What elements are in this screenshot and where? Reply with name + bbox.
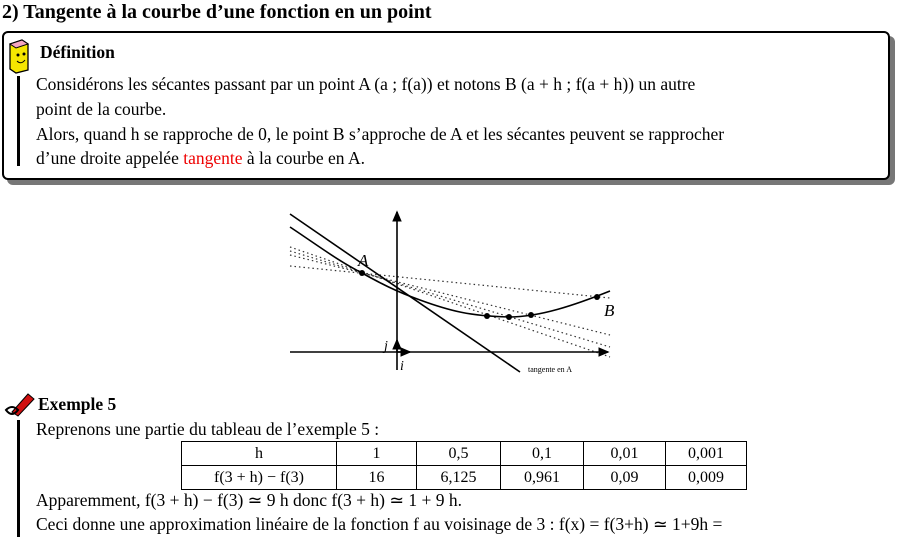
example-line-2: Apparemment, f(3 + h) − f(3) ≃ 9 h donc … — [36, 490, 462, 510]
table-cell: 0,001 — [665, 441, 747, 466]
table-cell: h — [181, 441, 337, 466]
secant-line — [289, 246, 611, 358]
example-intro: Reprenons une partie du tableau de l’exe… — [36, 419, 380, 439]
table-cell: 1 — [336, 441, 417, 466]
label-a: A — [357, 251, 369, 270]
secant-line — [289, 250, 611, 348]
secant-line — [289, 254, 611, 336]
values-table: h 1 0,5 0,1 0,01 0,001 f(3 + h) − f(3) 1… — [181, 441, 747, 490]
point-b — [594, 294, 600, 300]
secant-lines — [289, 246, 611, 358]
table-cell: 0,009 — [665, 465, 747, 490]
point-a — [359, 270, 365, 276]
definition-bar — [17, 76, 20, 166]
tangent-label: tangente en A — [528, 365, 572, 374]
example-bar — [17, 420, 20, 537]
table-cell: 0,1 — [500, 441, 584, 466]
text: à la courbe en A. — [242, 148, 365, 168]
definition-heading: Définition — [40, 42, 115, 62]
point — [528, 312, 534, 318]
table-row: h 1 0,5 0,1 0,01 0,001 — [181, 441, 747, 466]
points — [359, 270, 600, 320]
table-cell: 0,01 — [583, 441, 666, 466]
secant-line — [289, 265, 611, 299]
text: d’une droite appelée — [36, 148, 184, 168]
definition-line-1: Considérons les sécantes passant par un … — [36, 74, 696, 94]
table-cell: 0,961 — [500, 465, 584, 490]
definition-line-3: Alors, quand h se rapproche de 0, le poi… — [36, 124, 725, 144]
definition-line-2: point de la courbe. — [36, 99, 167, 119]
curve — [289, 226, 611, 318]
example-heading: Exemple 5 — [38, 394, 117, 414]
point — [484, 313, 490, 319]
definition-line-4: d’une droite appelée tangente à la courb… — [36, 148, 365, 169]
tangent-figure: A B j⃗ i⃗ tangente en A — [289, 210, 615, 374]
section-title: 2) Tangente à la courbe d’une fonction e… — [2, 1, 432, 23]
tangente-highlight: tangente — [183, 148, 243, 168]
table-cell: 0,5 — [416, 441, 501, 466]
table-cell: 6,125 — [416, 465, 501, 490]
label-j: j⃗ — [382, 339, 399, 354]
table-row: f(3 + h) − f(3) 16 6,125 0,961 0,09 0,00… — [181, 465, 747, 490]
label-i: i⃗ — [400, 359, 415, 374]
example-line-3: Ceci donne une approximation linéaire de… — [36, 514, 723, 534]
tangent-line — [289, 213, 521, 373]
table-cell: 16 — [336, 465, 417, 490]
table-cell: 0,09 — [583, 465, 666, 490]
label-b: B — [604, 301, 615, 320]
point — [506, 314, 512, 320]
book-icon — [8, 39, 30, 74]
definition-box — [2, 31, 890, 180]
pencil-icon — [4, 393, 35, 417]
table-cell: f(3 + h) − f(3) — [181, 465, 337, 490]
